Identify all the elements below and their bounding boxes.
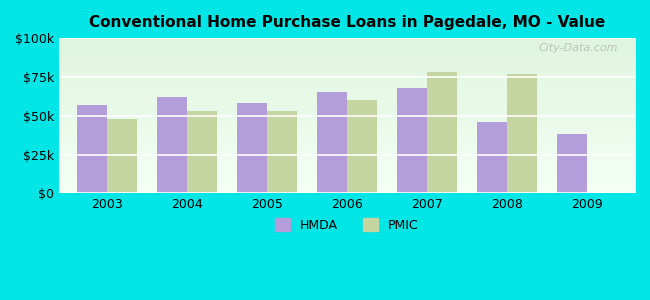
Bar bbox=[267, 111, 298, 193]
Bar bbox=[107, 119, 137, 193]
Bar bbox=[347, 100, 378, 193]
Bar bbox=[507, 74, 538, 193]
Bar bbox=[476, 122, 507, 193]
Bar bbox=[77, 105, 107, 193]
Bar bbox=[317, 92, 347, 193]
Bar bbox=[237, 103, 267, 193]
Bar bbox=[556, 134, 587, 193]
Bar bbox=[427, 72, 458, 193]
Bar bbox=[187, 111, 217, 193]
Bar bbox=[396, 88, 427, 193]
Bar bbox=[157, 97, 187, 193]
Legend: HMDA, PMIC: HMDA, PMIC bbox=[270, 213, 424, 237]
Text: City-Data.com: City-Data.com bbox=[538, 43, 617, 53]
Title: Conventional Home Purchase Loans in Pagedale, MO - Value: Conventional Home Purchase Loans in Page… bbox=[89, 15, 605, 30]
